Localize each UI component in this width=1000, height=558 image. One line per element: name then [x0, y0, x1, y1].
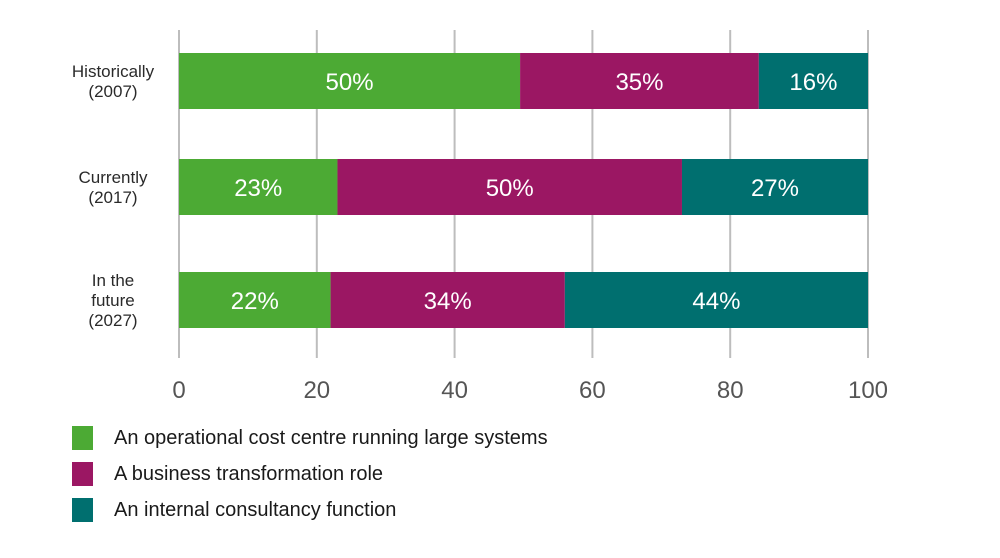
- bar-data-label: 23%: [234, 175, 282, 202]
- legend-swatch: [72, 462, 93, 486]
- bar-segment: [179, 53, 521, 109]
- bar-data-label: 50%: [326, 69, 374, 96]
- category-label-line: (2007): [88, 82, 137, 101]
- category-label-line: (2027): [88, 311, 137, 330]
- stacked-bar-chart: 50% 35% 16% 23% 50% 27% 22% 34% 44% Historically…: [72, 30, 888, 404]
- category-label-line: future: [91, 291, 134, 310]
- bar-data-label: 35%: [615, 69, 663, 96]
- bar-data-label: 44%: [692, 288, 740, 315]
- bar-segment: [179, 272, 331, 328]
- bar-row: 50% 35% 16%: [179, 53, 868, 109]
- legend-label: An internal consultancy function: [114, 498, 397, 521]
- x-tick-label: 40: [441, 377, 468, 404]
- bar-row: 22% 34% 44%: [179, 272, 868, 328]
- legend-item: An operational cost centre running large…: [72, 420, 548, 456]
- bar-data-label: 16%: [789, 69, 837, 96]
- legend-item: A business transformation role: [72, 456, 548, 492]
- bar-segment: [179, 159, 338, 215]
- bar-data-label: 27%: [751, 175, 799, 202]
- category-label-line: In the: [92, 271, 135, 290]
- bar-segment: [330, 272, 565, 328]
- x-tick-label: 0: [172, 377, 185, 404]
- category-label: Currently (2017): [79, 168, 148, 207]
- x-tick-label: 100: [848, 377, 888, 404]
- category-label-line: Historically: [72, 62, 155, 81]
- legend-label: A business transformation role: [114, 462, 384, 485]
- category-label-line: Currently: [79, 168, 148, 187]
- legend-label: An operational cost centre running large…: [114, 426, 548, 449]
- legend-item: An internal consultancy function: [72, 492, 548, 528]
- legend-swatch: [72, 426, 93, 450]
- bar-data-label: 50%: [486, 175, 534, 202]
- bar-segment: [758, 53, 868, 109]
- bar-segment: [681, 159, 868, 215]
- x-tick-label: 20: [303, 377, 330, 404]
- category-label-line: (2017): [88, 188, 137, 207]
- legend: An operational cost centre running large…: [72, 420, 548, 528]
- x-axis-ticks: 0 20 40 60 80 100: [172, 377, 888, 404]
- bar-row: 23% 50% 27%: [179, 159, 868, 215]
- bar-segment: [337, 159, 682, 215]
- x-tick-label: 60: [579, 377, 606, 404]
- legend-swatch: [72, 498, 93, 522]
- bar-data-label: 22%: [231, 288, 279, 315]
- bar-data-label: 34%: [424, 288, 472, 315]
- category-label: Historically (2007): [72, 62, 155, 101]
- category-labels: Historically (2007) Currently (2017) In the f…: [72, 62, 155, 330]
- bar-segment: [564, 272, 868, 328]
- x-tick-label: 80: [717, 377, 744, 404]
- bar-segment: [520, 53, 759, 109]
- bars: 50% 35% 16% 23% 50% 27% 22% 34% 44%: [179, 53, 868, 328]
- category-label: In the future (2027): [88, 271, 137, 330]
